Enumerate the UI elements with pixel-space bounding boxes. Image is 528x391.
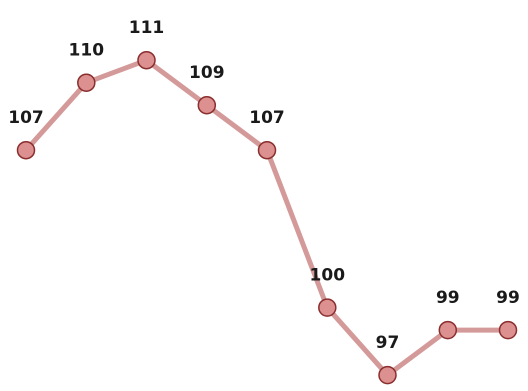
data-label-9: 99	[496, 288, 520, 308]
data-label-layer: 107 110 111 109 107 100 97 99 99	[8, 18, 520, 353]
data-label-2: 110	[69, 41, 105, 61]
data-point-2	[77, 73, 96, 92]
data-point-5	[257, 140, 277, 160]
data-point-3	[137, 50, 156, 70]
data-point-9	[498, 320, 518, 340]
data-point-6	[318, 298, 337, 317]
data-label-8: 99	[436, 288, 460, 308]
data-label-7: 97	[376, 333, 400, 353]
data-point-1	[16, 140, 36, 160]
data-label-3: 111	[129, 18, 165, 38]
data-point-7	[378, 365, 397, 385]
data-point-layer	[16, 50, 518, 385]
data-label-6: 100	[310, 266, 346, 286]
data-label-1: 107	[8, 108, 44, 128]
data-label-5: 107	[249, 108, 285, 128]
data-point-4	[197, 95, 217, 115]
data-label-4: 109	[189, 63, 225, 83]
data-point-8	[438, 320, 458, 340]
